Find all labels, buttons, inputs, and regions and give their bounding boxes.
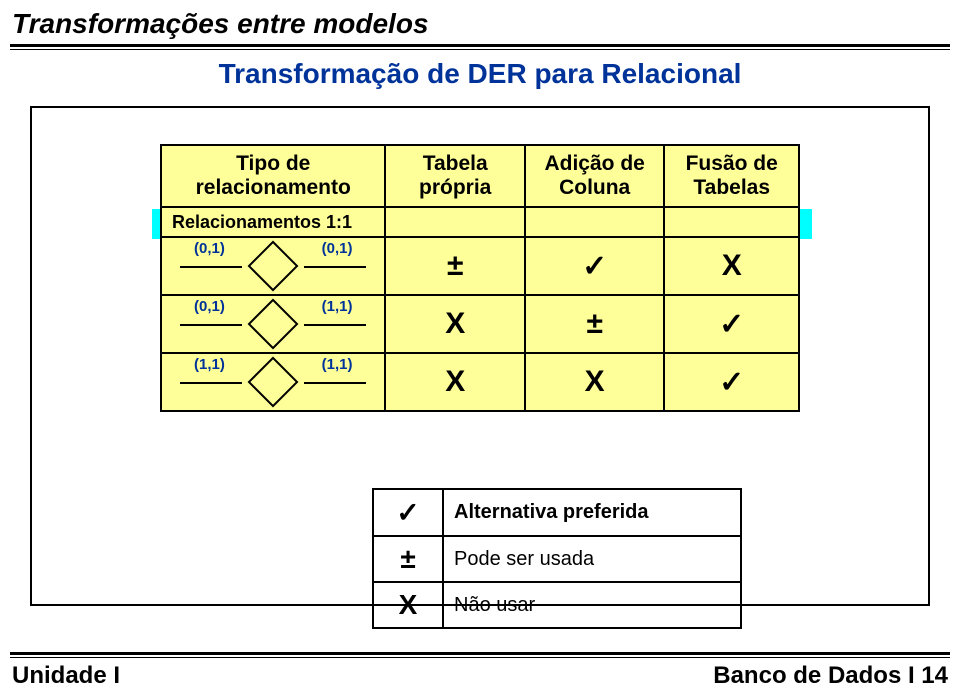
table-row: (0,1) (0,1) ± ✓ X xyxy=(161,237,799,295)
rel-line xyxy=(180,382,242,384)
cardinality-right: (0,1) xyxy=(322,240,353,257)
table-row: (0,1) (1,1) X ± ✓ xyxy=(161,295,799,353)
page-subtitle: Transformação de DER para Relacional xyxy=(0,58,960,90)
cell-add-column: ✓ xyxy=(525,237,664,295)
legend-symbol-plusminus: ± xyxy=(373,536,443,582)
mapping-table: Tipo de relacionamento Tabela própria Ad… xyxy=(160,144,800,412)
table-row: (1,1) (1,1) X X ✓ xyxy=(161,353,799,411)
cardinality-right: (1,1) xyxy=(322,298,353,315)
page-title: Transformações entre modelos xyxy=(12,8,429,40)
table-header-row: Tipo de relacionamento Tabela própria Ad… xyxy=(161,145,799,207)
legend-table: ✓ Alternativa preferida ± Pode ser usada… xyxy=(372,488,742,629)
legend-text: Pode ser usada xyxy=(443,536,741,582)
rel-line xyxy=(304,266,366,268)
cell-add-column: X xyxy=(525,353,664,411)
diamond-icon xyxy=(248,357,299,408)
legend-row: X Não usar xyxy=(373,582,741,628)
cell-merge-tables: X xyxy=(664,237,799,295)
legend-row: ✓ Alternativa preferida xyxy=(373,489,741,536)
rel-line xyxy=(304,382,366,384)
cell-add-column: ± xyxy=(525,295,664,353)
relationship-cell: (0,1) (1,1) xyxy=(161,295,385,353)
footer-rule xyxy=(10,652,950,658)
diamond-icon xyxy=(248,241,299,292)
legend-symbol-x: X xyxy=(373,582,443,628)
section-row: Relacionamentos 1:1 xyxy=(161,207,799,237)
cell-merge-tables: ✓ xyxy=(664,353,799,411)
cardinality-left: (0,1) xyxy=(194,298,225,315)
content-frame: Tipo de relacionamento Tabela própria Ad… xyxy=(30,106,930,606)
relationship-diagram: (0,1) (0,1) xyxy=(162,238,384,294)
relationship-diagram: (0,1) (1,1) xyxy=(162,296,384,352)
cell-own-table: X xyxy=(385,295,524,353)
title-rule xyxy=(10,44,950,50)
footer-left: Unidade I xyxy=(12,662,120,690)
col-header-add-column: Adição de Coluna xyxy=(525,145,664,207)
relationship-cell: (1,1) (1,1) xyxy=(161,353,385,411)
cardinality-right: (1,1) xyxy=(322,356,353,373)
rel-line xyxy=(304,324,366,326)
cell-merge-tables: ✓ xyxy=(664,295,799,353)
legend-text: Não usar xyxy=(443,582,741,628)
cardinality-left: (0,1) xyxy=(194,240,225,257)
rel-line xyxy=(180,324,242,326)
cell-own-table: X xyxy=(385,353,524,411)
slide: Transformações entre modelos Transformaç… xyxy=(0,0,960,700)
rel-line xyxy=(180,266,242,268)
col-header-type: Tipo de relacionamento xyxy=(161,145,385,207)
col-header-merge-tables: Fusão de Tabelas xyxy=(664,145,799,207)
cardinality-left: (1,1) xyxy=(194,356,225,373)
legend-symbol-check: ✓ xyxy=(373,489,443,536)
diamond-icon xyxy=(248,299,299,350)
section-label: Relacionamentos 1:1 xyxy=(161,207,385,237)
legend-row: ± Pode ser usada xyxy=(373,536,741,582)
col-header-own-table: Tabela própria xyxy=(385,145,524,207)
legend-text: Alternativa preferida xyxy=(443,489,741,536)
relationship-diagram: (1,1) (1,1) xyxy=(162,354,384,410)
cell-own-table: ± xyxy=(385,237,524,295)
footer-right: Banco de Dados I 14 xyxy=(713,662,948,690)
relationship-cell: (0,1) (0,1) xyxy=(161,237,385,295)
